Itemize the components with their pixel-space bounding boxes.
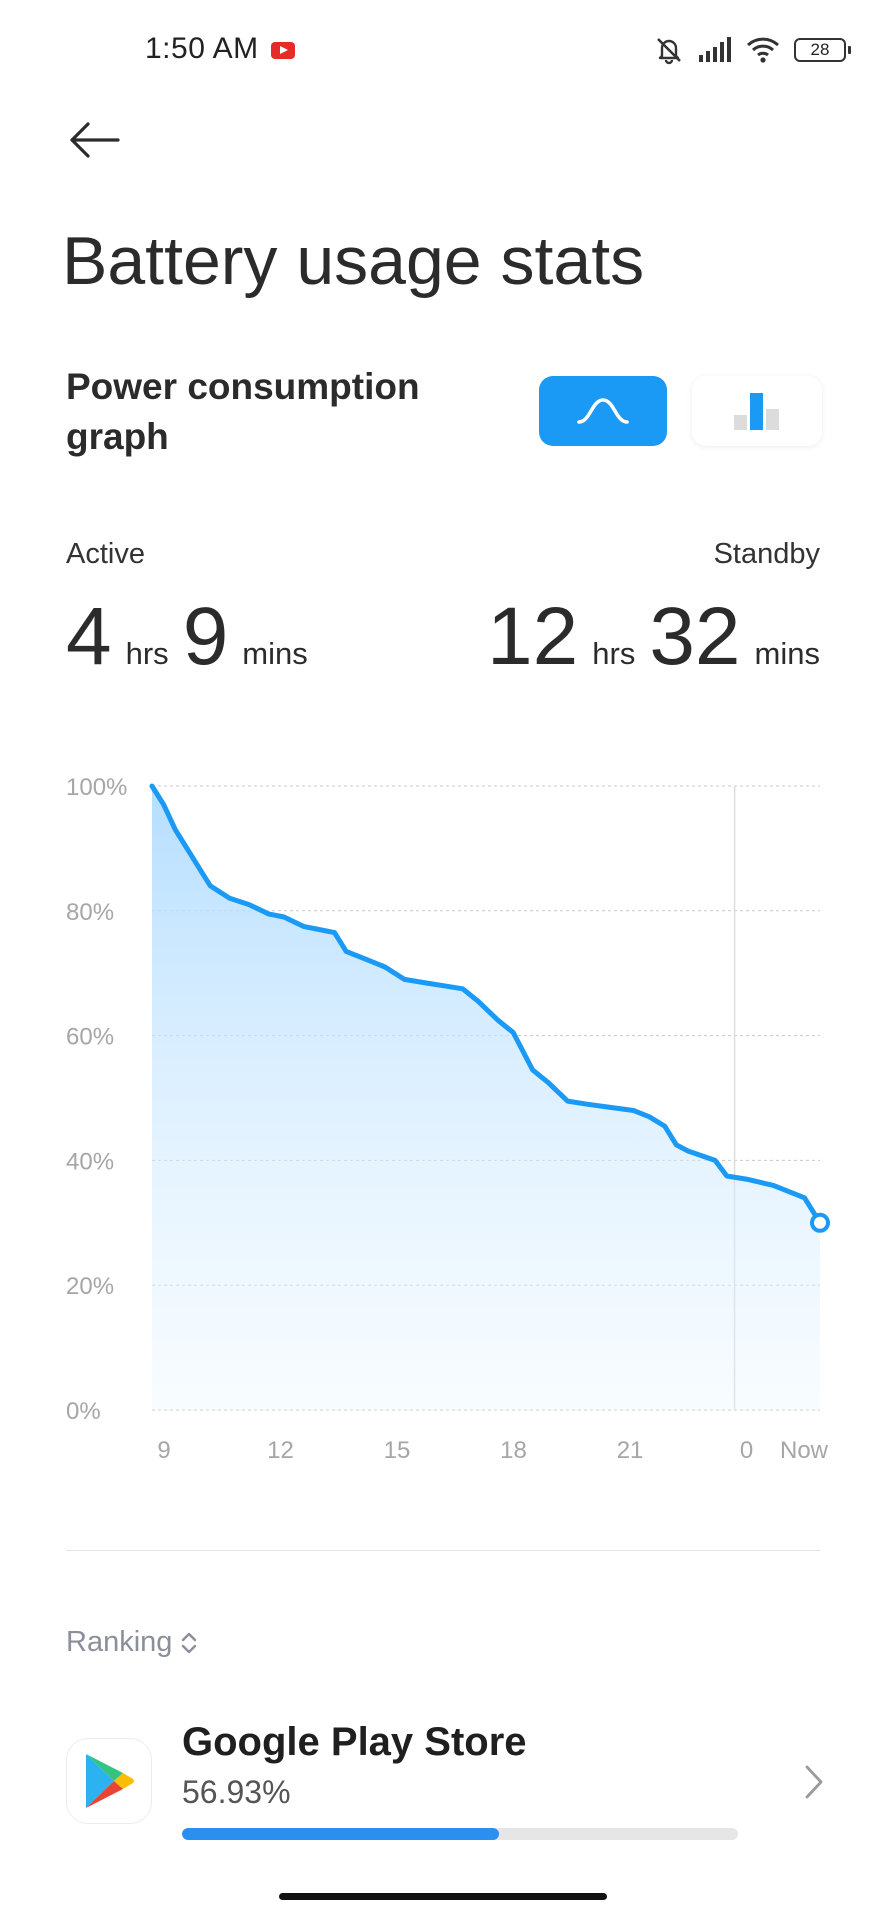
app-percent: 56.93% bbox=[182, 1774, 291, 1810]
x-tick-label: 0 bbox=[740, 1437, 753, 1464]
power-consumption-chart[interactable]: 100% 80% 60% 40% 20% 0% 9 12 15 18 21 0 Now bbox=[0, 760, 886, 1480]
standby-minutes-unit: mins bbox=[754, 636, 820, 671]
ranking-sort-button[interactable]: Ranking bbox=[66, 1626, 198, 1659]
google-play-store-icon bbox=[66, 1738, 152, 1824]
y-tick-label: 60% bbox=[66, 1024, 114, 1051]
standby-minutes: 32 bbox=[649, 591, 741, 682]
standby-hours: 12 bbox=[487, 591, 579, 682]
app-name: Google Play Store bbox=[182, 1720, 527, 1764]
bar-graph-toggle[interactable] bbox=[692, 376, 822, 446]
section-divider bbox=[66, 1550, 820, 1551]
page-title: Battery usage stats bbox=[62, 223, 645, 299]
silent-icon bbox=[657, 38, 681, 65]
standby-duration: 12 hrs 32 mins bbox=[487, 590, 820, 684]
y-tick-label: 100% bbox=[66, 774, 127, 801]
line-graph-toggle[interactable] bbox=[539, 376, 667, 446]
bar-graph-icon bbox=[734, 393, 779, 430]
x-tick-label: 9 bbox=[157, 1437, 170, 1464]
status-time: 1:50 AM bbox=[145, 32, 259, 65]
signal-icon bbox=[699, 37, 731, 62]
ranking-label: Ranking bbox=[66, 1626, 173, 1658]
battery-icon: 28 bbox=[794, 38, 851, 62]
ranking-item-google-play-store[interactable]: Google Play Store 56.93% bbox=[66, 1720, 826, 1840]
active-minutes-unit: mins bbox=[242, 636, 308, 671]
usage-progress-fill bbox=[182, 1828, 499, 1840]
standby-hours-unit: hrs bbox=[592, 636, 636, 671]
wifi-icon bbox=[746, 37, 780, 63]
active-minutes: 9 bbox=[182, 591, 229, 682]
youtube-notification-icon bbox=[271, 42, 295, 59]
active-duration: 4 hrs 9 mins bbox=[66, 590, 308, 684]
current-battery-point bbox=[810, 1212, 830, 1233]
x-tick-label: 15 bbox=[384, 1437, 411, 1464]
y-tick-label: 20% bbox=[66, 1273, 114, 1300]
line-graph-icon bbox=[577, 398, 629, 424]
battery-level: 28 bbox=[810, 40, 830, 59]
x-tick-label: 12 bbox=[267, 1437, 294, 1464]
x-tick-label: 18 bbox=[500, 1437, 527, 1464]
usage-progress-bar bbox=[182, 1828, 738, 1840]
standby-label: Standby bbox=[713, 538, 820, 570]
y-tick-label: 0% bbox=[66, 1398, 101, 1425]
active-hours: 4 bbox=[66, 591, 112, 682]
y-tick-label: 80% bbox=[66, 899, 114, 926]
x-tick-label: Now bbox=[780, 1437, 829, 1464]
home-indicator[interactable] bbox=[279, 1893, 607, 1900]
graph-section-title: Power consumption graph bbox=[66, 366, 420, 457]
active-label: Active bbox=[66, 538, 145, 570]
status-icons: 28 bbox=[654, 30, 851, 70]
battery-area bbox=[152, 786, 820, 1410]
active-hours-unit: hrs bbox=[125, 636, 169, 671]
sort-chevrons-icon bbox=[182, 1632, 197, 1653]
battery-level-line bbox=[149, 783, 823, 1226]
y-tick-label: 40% bbox=[66, 1148, 114, 1175]
back-arrow-icon bbox=[70, 122, 120, 158]
back-button[interactable] bbox=[66, 112, 122, 168]
chevron-right-icon bbox=[796, 1762, 832, 1802]
x-tick-label: 21 bbox=[617, 1437, 644, 1464]
